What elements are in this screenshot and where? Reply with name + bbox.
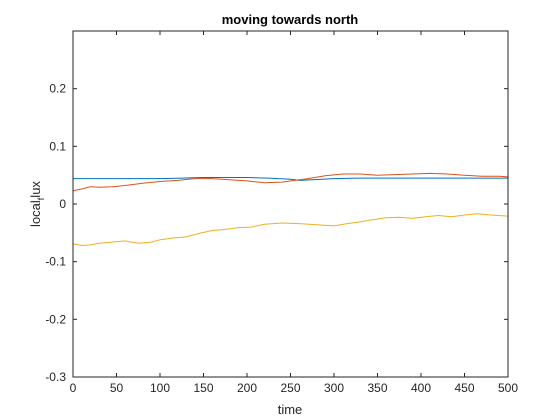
series-line-2 (72, 172, 509, 192)
x-tick-label-200: 200 (237, 381, 257, 395)
x-tick-label-400: 400 (411, 381, 431, 395)
chart-title: moving towards north (222, 12, 359, 27)
plot-area (73, 31, 508, 377)
y-axis-label-tail: lux (28, 181, 43, 198)
x-tick-label-100: 100 (150, 381, 170, 395)
x-tick-label-300: 300 (324, 381, 344, 395)
y-axis-ticks: -0.3 -0.2 -0.1 0 0.1 0.2 (45, 82, 508, 384)
x-axis-ticks: 0 50 100 150 200 250 300 350 400 450 500 (70, 31, 518, 395)
x-axis-label: time (278, 402, 303, 417)
x-tick-label-500: 500 (498, 381, 518, 395)
series-line-3 (72, 213, 509, 246)
y-tick-label-4: 0.1 (49, 139, 66, 153)
x-tick-label-350: 350 (367, 381, 387, 395)
series-line-1 (73, 177, 508, 181)
series-layer (72, 172, 509, 246)
y-axis-label-main: local (28, 200, 43, 227)
y-tick-label-0: -0.3 (45, 370, 66, 384)
x-tick-label-0: 0 (70, 381, 77, 395)
y-axis-label: localflux (28, 181, 46, 227)
y-tick-label-1: -0.2 (45, 312, 66, 326)
x-tick-label-450: 450 (454, 381, 474, 395)
y-tick-label-3: 0 (59, 197, 66, 211)
x-tick-label-250: 250 (280, 381, 300, 395)
y-tick-label-5: 0.2 (49, 82, 66, 96)
x-tick-label-50: 50 (110, 381, 124, 395)
x-tick-label-150: 150 (193, 381, 213, 395)
y-axis-label-subscript: f (36, 197, 46, 200)
y-tick-label-2: -0.1 (45, 255, 66, 269)
svg-text:localflux: localflux (28, 181, 46, 227)
